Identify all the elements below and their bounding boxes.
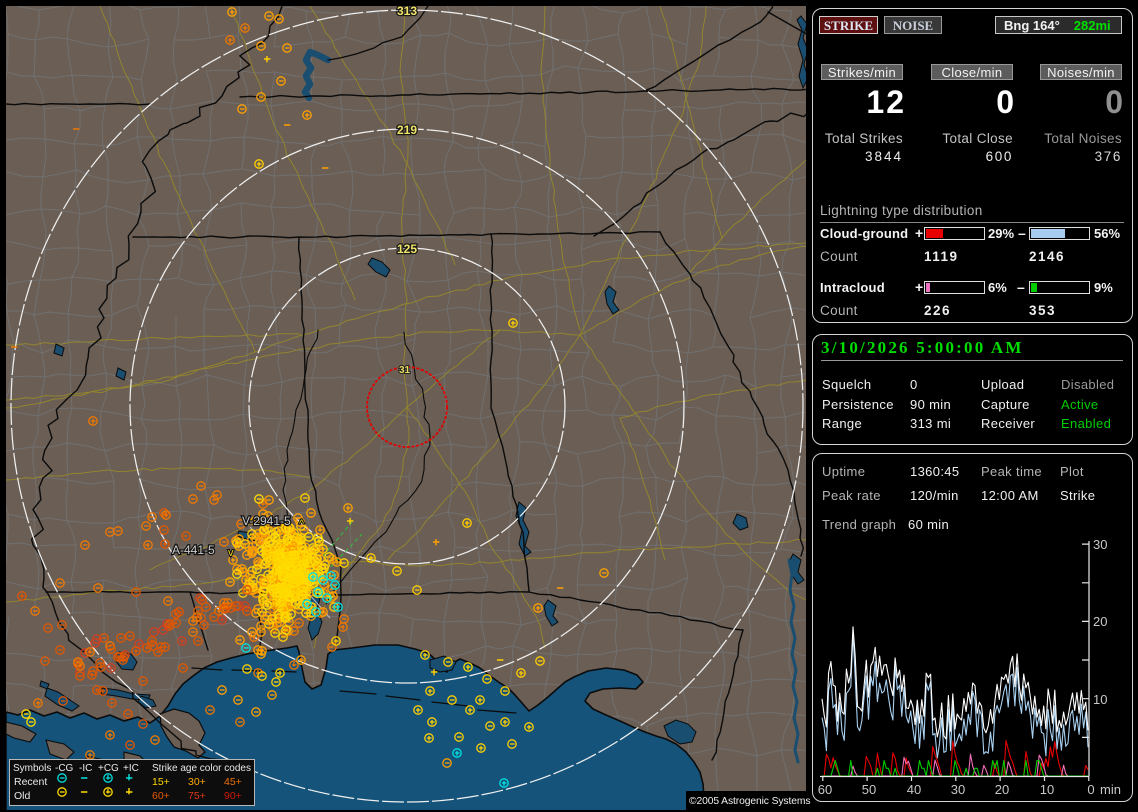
svg-text:-IC: -IC xyxy=(79,763,92,774)
svg-text:40: 40 xyxy=(907,782,921,797)
svg-text:Old: Old xyxy=(14,790,31,802)
svg-text:30+: 30+ xyxy=(188,776,206,788)
svg-text:+IC: +IC xyxy=(123,763,139,774)
svg-text:313: 313 xyxy=(397,4,417,18)
svg-text:15+: 15+ xyxy=(152,776,170,788)
svg-text:©2005 Astrogenic Systems: ©2005 Astrogenic Systems xyxy=(689,796,810,807)
svg-text:75+: 75+ xyxy=(188,790,206,802)
svg-text:Strike age color codes: Strike age color codes xyxy=(152,763,251,774)
svg-text:min: min xyxy=(1100,782,1121,797)
svg-text:10: 10 xyxy=(1040,782,1054,797)
svg-text:90+: 90+ xyxy=(224,790,242,802)
svg-text:20: 20 xyxy=(1093,614,1107,629)
svg-text:^: ^ xyxy=(299,518,305,530)
svg-text:30: 30 xyxy=(951,782,965,797)
svg-text:31: 31 xyxy=(399,365,411,376)
svg-text:125: 125 xyxy=(397,242,417,256)
svg-text:219: 219 xyxy=(397,123,417,137)
svg-text:60: 60 xyxy=(818,782,832,797)
svg-text:Recent: Recent xyxy=(14,776,47,788)
svg-text:50: 50 xyxy=(862,782,876,797)
svg-text:-CG: -CG xyxy=(55,763,74,774)
svg-text:20: 20 xyxy=(995,782,1009,797)
svg-text:60+: 60+ xyxy=(152,790,170,802)
svg-text:0: 0 xyxy=(1087,782,1094,797)
svg-text:V-2941-5: V-2941-5 xyxy=(242,514,291,528)
svg-text:Symbols: Symbols xyxy=(13,763,51,774)
svg-text:A-441-5: A-441-5 xyxy=(172,543,215,557)
svg-text:+CG: +CG xyxy=(98,763,119,774)
svg-text:30: 30 xyxy=(1093,537,1107,552)
svg-text:v: v xyxy=(228,547,234,559)
svg-text:45+: 45+ xyxy=(224,776,242,788)
svg-text:10: 10 xyxy=(1093,692,1107,707)
